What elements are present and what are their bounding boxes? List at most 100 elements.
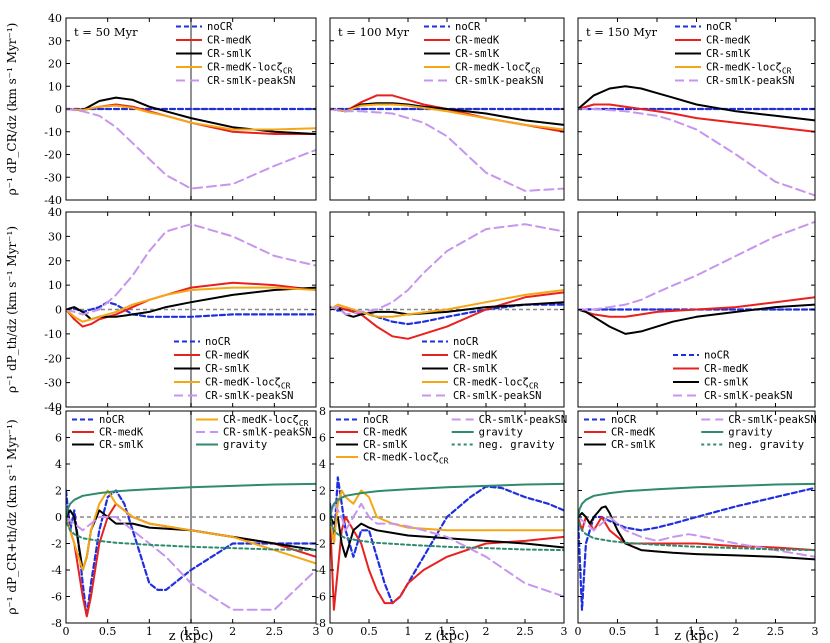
legend-label-cr-smlk-peaksn: CR-smlK-peakSN (479, 414, 568, 426)
legend-label-cr-medk: CR-medK (455, 35, 500, 47)
y-tick-label: 40 (48, 206, 62, 219)
series-line-neg-gravity (578, 516, 815, 552)
y-tick-label: -10 (44, 328, 62, 341)
y-tick-label: 4 (319, 458, 326, 471)
series-line-cr-medk (66, 281, 316, 328)
y-tick-label: -40 (44, 194, 62, 207)
series-line-cr-medk (330, 291, 564, 340)
x-tick-label: 2 (483, 625, 490, 638)
legend-label-cr-medk-loczetacr: CR-medK-locζCR (453, 377, 539, 391)
legend-label-cr-smlk-peaksn: CR-smlK-peakSN (205, 390, 294, 402)
legend-label-cr-smlk: CR-smlK (704, 377, 749, 389)
y-tick-label: -4 (51, 564, 62, 577)
legend-label-cr-smlk: CR-smlK (99, 439, 144, 451)
legend-label-nocr: noCR (704, 350, 730, 362)
series-line-cr-smlk-peaksn (578, 516, 815, 558)
legend-label-cr-medk: CR-medK (706, 35, 751, 47)
legend-label-cr-smlk-peaksn: CR-smlK-peakSN (728, 414, 817, 426)
legend-label-cr-smlk-peaksn: CR-smlK-peakSN (455, 75, 544, 87)
x-tick-label: 3 (561, 625, 568, 638)
series-line-cr-smlk-peaksn (578, 220, 815, 311)
series-line-cr-smlk (578, 505, 815, 561)
legend-label-cr-medk: CR-medK (611, 427, 656, 439)
y-tick-label: 0 (55, 304, 62, 317)
legend-label-cr-medk: CR-medK (363, 427, 408, 439)
series-line-cr-medk-loczetacr (66, 104, 316, 131)
legend-label-cr-smlk: CR-smlK (453, 363, 498, 375)
x-tick-label: 1.5 (438, 625, 456, 638)
series-line-nocr (578, 486, 815, 611)
y-tick-label: 2 (55, 485, 62, 498)
y-tick-label: 40 (48, 12, 62, 25)
x-axis-label: z (kpc) (169, 629, 214, 643)
y-tick-label: 0 (55, 511, 62, 524)
legend-label-nocr: noCR (453, 336, 479, 348)
series-line-cr-smlk (578, 85, 815, 122)
y-tick-label: -8 (51, 617, 62, 630)
legend-label-nocr: noCR (99, 414, 125, 426)
x-tick-label: 2.5 (516, 625, 534, 638)
legend-label-cr-smlk: CR-smlK (205, 363, 250, 375)
y-tick-label: -2 (315, 538, 326, 551)
y-tick-label: 8 (319, 405, 326, 418)
y-tick-label: -40 (44, 401, 62, 414)
legend-label-cr-medk-loczetacr: CR-medK-locζCR (706, 62, 792, 76)
y-tick-label: 20 (48, 58, 62, 71)
x-tick-label: 2 (733, 625, 740, 638)
y-tick-label: 20 (48, 255, 62, 268)
y-tick-label: -8 (315, 617, 326, 630)
legend-label-cr-smlk-peaksn: CR-smlK-peakSN (704, 390, 793, 402)
legend-label-cr-medk-loczetacr: CR-medK-locζCR (207, 62, 293, 76)
x-tick-label: 1 (654, 625, 661, 638)
panel-r0c0: -40 -30 -20 -10 0 10 20 30 40 ρ⁻¹ dP_CR/dz (km s⁻… (5, 12, 317, 207)
x-axis-label: z (kpc) (674, 629, 719, 643)
series-line-cr-smlk (578, 303, 815, 335)
legend-label-cr-medk-loczetacr: CR-medK-locζCR (223, 414, 309, 428)
legend-label-nocr: noCR (455, 21, 481, 33)
y-axis-label: ρ⁻¹ dP_CR/dz (km s⁻¹ Myr⁻¹) (5, 23, 19, 196)
legend-label-cr-smlk-peaksn: CR-smlK-peakSN (207, 75, 296, 87)
series-line-cr-smlk (330, 516, 564, 558)
legend-label-cr-medk-loczetacr: CR-medK-locζCR (455, 62, 541, 76)
legend-label-gravity: gravity (728, 427, 772, 439)
series-line-cr-smlk-peaksn (66, 108, 316, 190)
series-line-cr-smlk-peaksn (330, 108, 564, 192)
y-tick-label: 10 (48, 80, 62, 93)
y-tick-label: -6 (51, 591, 62, 604)
legend-label-cr-medk: CR-medK (207, 35, 252, 47)
y-tick-label: 10 (48, 279, 62, 292)
y-tick-label: -4 (315, 564, 326, 577)
y-tick-label: 30 (48, 230, 62, 243)
y-tick-label: -30 (44, 171, 62, 184)
x-tick-label: 1.5 (182, 625, 200, 638)
panel-r2c0: -8 -6 -4 -2 0 2 4 6 8 0 0.5 1 1.5 2 2.5 3 z (kpc) ρ⁻¹ dP_… (5, 405, 320, 643)
y-tick-label: -20 (44, 352, 62, 365)
y-axis-label: ρ⁻¹ dP_th/dz (km s⁻¹ Myr⁻¹) (5, 226, 19, 393)
legend-label-nocr: noCR (706, 21, 732, 33)
x-tick-label: 2 (229, 625, 236, 638)
legend-label-cr-medk-loczetacr: CR-medK-locζCR (205, 377, 291, 391)
series-line-cr-medk-loczetacr (66, 489, 316, 571)
series-line-cr-medk-loczetacr (66, 286, 316, 323)
legend-label-cr-medk: CR-medK (205, 350, 250, 362)
legend-label-nocr: noCR (611, 414, 637, 426)
series-line-cr-smlk (330, 102, 564, 126)
x-tick-label: 0.5 (360, 625, 378, 638)
legend-label-neg-gravity: neg. gravity (728, 439, 804, 451)
series-line-cr-smlk-peaksn (66, 223, 316, 316)
legend-label-nocr: noCR (205, 336, 231, 348)
y-tick-label: -30 (44, 377, 62, 390)
time-annotation: t = 150 Myr (586, 25, 657, 39)
series-line-gravity (578, 482, 815, 518)
series-line-gravity (66, 482, 316, 518)
